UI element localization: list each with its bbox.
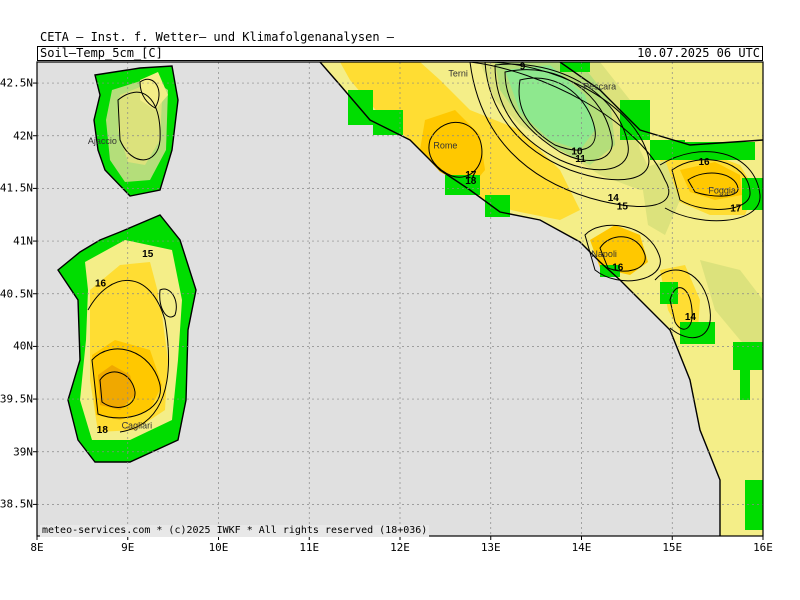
longitude-tick-label: 9E	[121, 541, 135, 554]
copyright-footer: meteo-services.com * (c)2025 IWKF * All …	[40, 525, 430, 537]
contour-value-label: 16	[612, 263, 624, 274]
city-label: Ajaccio	[88, 136, 117, 146]
contour-value-label: 11	[575, 154, 586, 165]
latitude-tick-label: 40N	[13, 339, 33, 353]
contour-value-label: 14	[608, 193, 620, 204]
coastlines	[57, 62, 763, 536]
coast-missing-data	[348, 62, 763, 530]
contour-value-label: 18	[97, 425, 109, 436]
contour-value-label: 16	[95, 278, 107, 289]
city-label-layer: Ajaccio Terni Pescara Rome Foggia Napoli Cagli…	[88, 69, 736, 431]
latitude-tick-label: 42.5N	[0, 76, 33, 90]
map-title: CETA — Inst. f. Wetter— und Klimafolgena…	[40, 30, 395, 44]
longitude-tick-label: 12E	[390, 541, 410, 554]
longitude-tick-label: 15E	[662, 541, 683, 554]
latitude-tick-label: 42N	[13, 129, 33, 143]
contour-value-label: 18	[465, 176, 477, 187]
y-axis-ticks	[33, 82, 37, 505]
latitude-tick-label: 39N	[13, 445, 33, 459]
contour-value-label: 10	[571, 147, 583, 158]
latitude-tick-label: 39.5N	[0, 392, 33, 406]
contour-value-label: 16	[698, 157, 710, 168]
latitude-tick-label: 41.5N	[0, 181, 33, 195]
city-label: Foggia	[708, 186, 736, 196]
contour-value-label: 15	[142, 249, 154, 260]
city-label: Terni	[448, 69, 468, 79]
city-label: Pescara	[583, 81, 616, 91]
city-label: Napoli	[591, 249, 617, 259]
longitude-tick-label: 10E	[208, 541, 229, 554]
city-label: Cagliari	[122, 421, 153, 431]
city-label: Rome	[433, 140, 457, 150]
parameter-label: Soil—Temp_5cm_[C]	[40, 46, 163, 60]
latitude-tick-label: 38.5N	[0, 497, 33, 511]
header-bar	[37, 46, 763, 61]
isotherm-lines	[87, 62, 761, 433]
contour-value-label: 17	[730, 204, 742, 215]
latitude-tick-label: 41N	[13, 234, 33, 248]
contour-value-label: 14	[685, 312, 697, 323]
longitude-tick-label: 16E	[753, 541, 773, 554]
contour-value-label: 17	[465, 170, 477, 181]
valid-datetime: 10.07.2025 06 UTC	[637, 46, 760, 60]
longitude-tick-label: 14E	[571, 541, 592, 554]
longitude-tick-label: 13E	[480, 541, 501, 554]
longitude-tick-label: 8E	[30, 541, 44, 554]
latitude-tick-label: 40.5N	[0, 287, 33, 301]
x-axis-ticks	[36, 536, 764, 540]
longitude-tick-label: 11E	[299, 541, 320, 554]
contour-value-label: 9	[520, 61, 526, 72]
contour-value-label: 15	[617, 201, 629, 212]
graticule	[37, 62, 763, 536]
